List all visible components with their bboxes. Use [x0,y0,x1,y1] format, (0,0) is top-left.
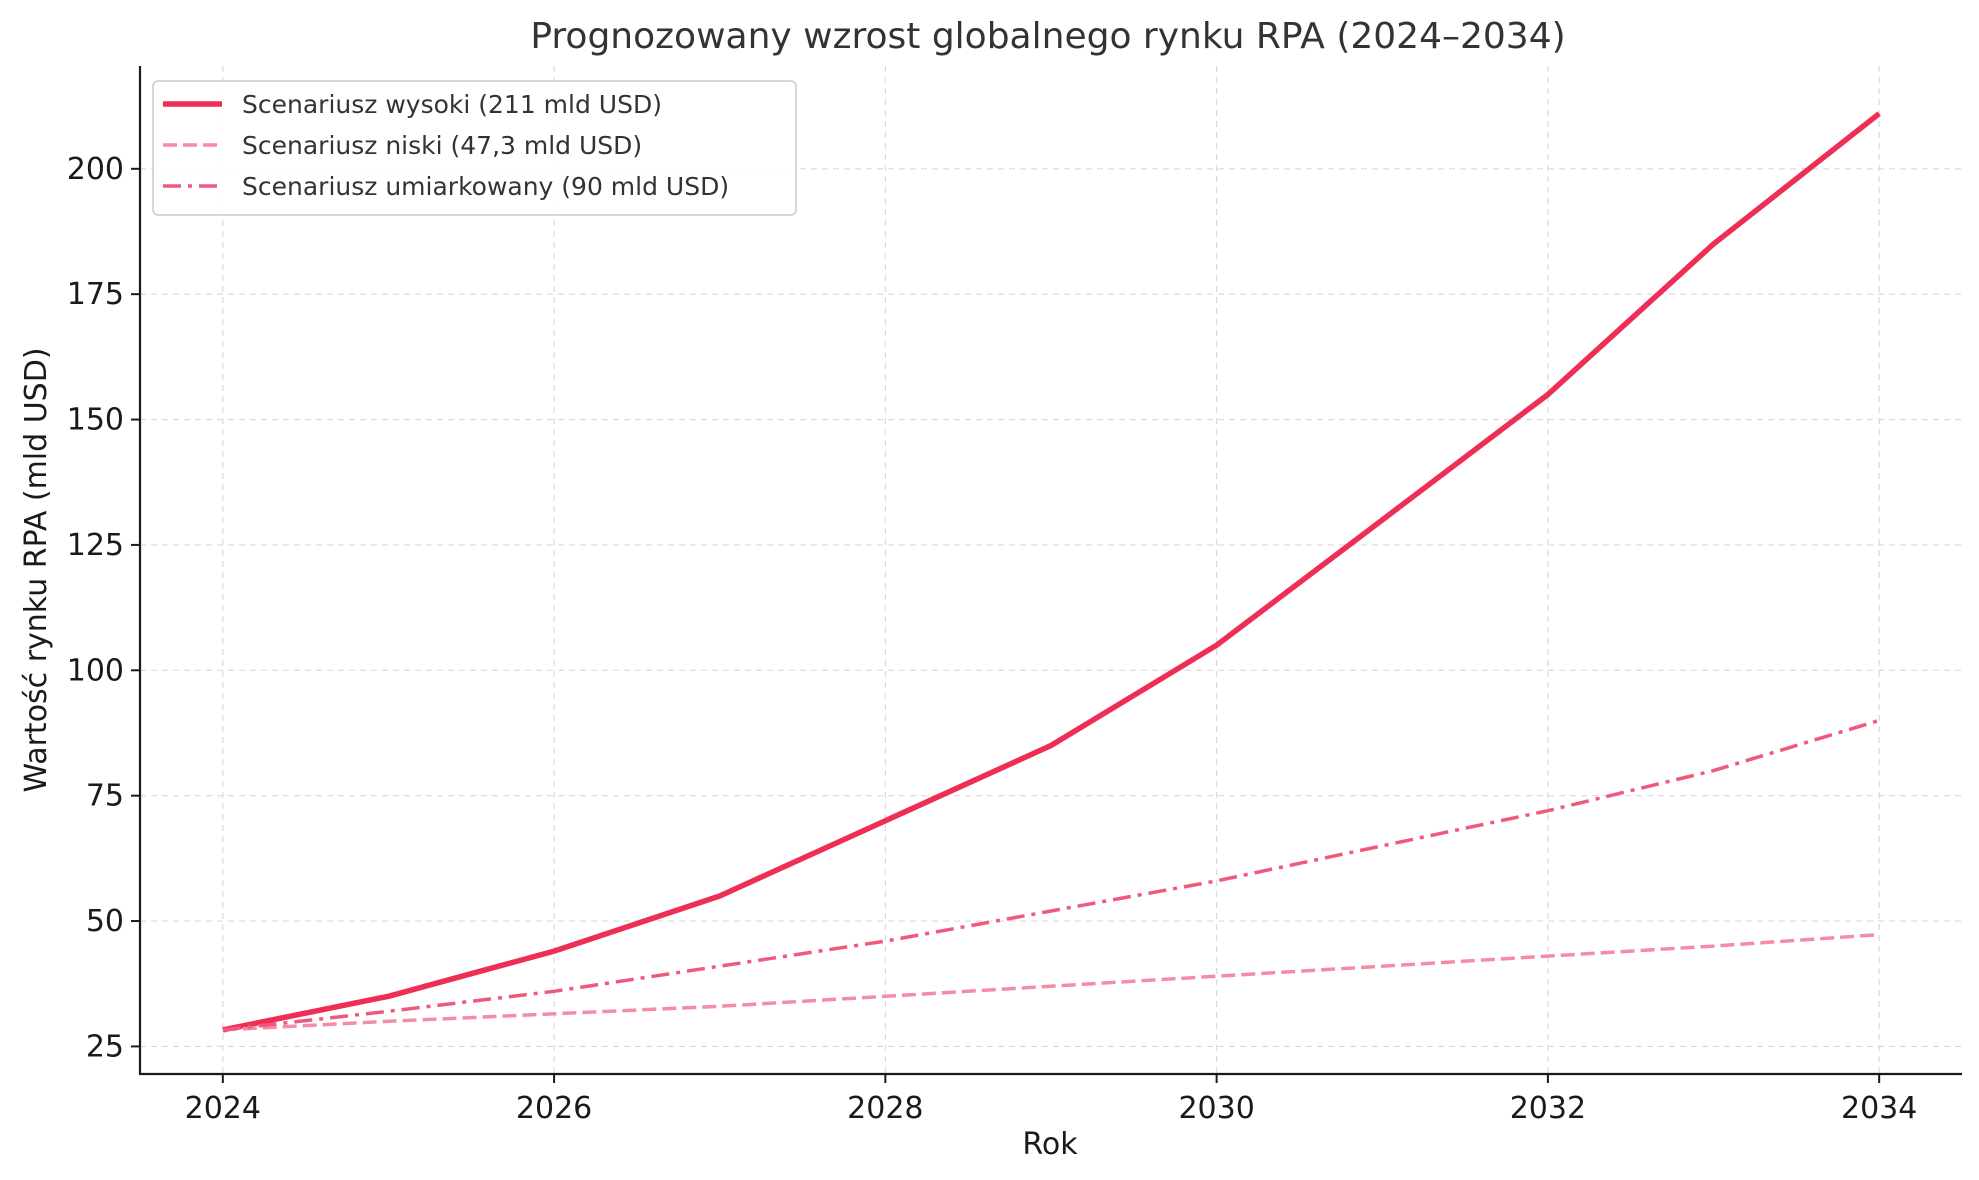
series-line-3 [222,718,1880,1032]
legend: Scenariusz wysoki (211 mld USD) Scenarius… [152,80,797,216]
legend-label-2: Scenariusz niski (47,3 mld USD) [242,131,642,160]
y-tick-label: 75 [86,779,124,814]
axes [138,66,1962,1076]
y-tick-label: 150 [67,403,124,438]
legend-box [152,80,797,216]
series-layer [222,111,1881,1033]
y-tick-label: 50 [86,904,124,939]
y-tick-label: 25 [86,1029,124,1064]
y-tick-label: 175 [67,277,124,312]
ticks: 2024 2026 2028 2030 2032 2034 25 50 75 100 125 150 1… [67,152,1918,1126]
x-tick-label: 2024 [185,1091,261,1126]
legend-label-1: Scenariusz wysoki (211 mld USD) [242,90,662,119]
y-axis-title: Wartość rynku RPA (mld USD) [19,347,54,792]
series-line-1 [222,111,1881,1033]
chart-title: Prognozowany wzrost globalnego rynku RPA… [530,16,1565,57]
y-tick-label: 200 [67,152,124,187]
series-line-2 [222,932,1880,1032]
legend-label-3: Scenariusz umiarkowany (90 mld USD) [242,172,729,201]
y-tick-label: 100 [67,653,124,688]
x-tick-label: 2032 [1510,1091,1586,1126]
grid-lines [140,66,1962,1074]
x-tick-label: 2028 [847,1091,923,1126]
x-tick-label: 2026 [516,1091,592,1126]
y-tick-label: 125 [67,528,124,563]
x-axis-title: Rok [1022,1127,1078,1162]
x-tick-label: 2034 [1841,1091,1917,1126]
x-tick-label: 2030 [1178,1091,1254,1126]
